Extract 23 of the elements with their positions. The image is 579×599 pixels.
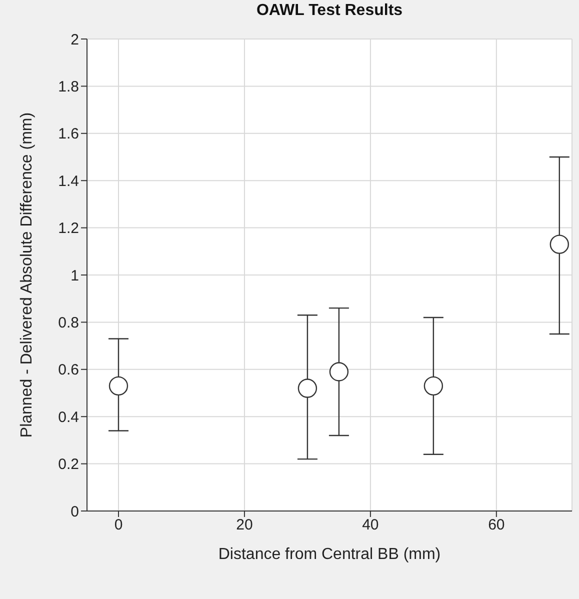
x-tick-label: 0 bbox=[114, 516, 123, 534]
y-tick-label: 1 bbox=[70, 267, 79, 284]
y-tick-label: 0.2 bbox=[58, 456, 79, 474]
y-tick-label: 1.6 bbox=[58, 126, 79, 143]
point bbox=[424, 376, 444, 396]
y-tick-label: 0.6 bbox=[58, 362, 79, 379]
point bbox=[108, 376, 128, 396]
y-tick-label: 1.4 bbox=[58, 172, 79, 190]
point bbox=[329, 362, 349, 382]
y-tick-label: 2 bbox=[70, 31, 79, 48]
y-tick-label: 0 bbox=[70, 503, 79, 520]
x-tick-label: 60 bbox=[488, 516, 505, 534]
y-tick-label: 0.8 bbox=[58, 314, 79, 332]
y-tick-label: 1.2 bbox=[58, 220, 79, 238]
y-tick-label: 0.4 bbox=[58, 408, 79, 426]
x-tick-label: 40 bbox=[362, 516, 379, 534]
x-axis-title: Distance from Central BB (mm) bbox=[218, 546, 441, 563]
y-axis-title: Planned - Delivered Absolute Difference (mm) bbox=[18, 112, 36, 438]
point bbox=[298, 378, 318, 398]
point bbox=[550, 234, 570, 254]
x-tick-label: 20 bbox=[236, 516, 253, 534]
y-tick-label: 1.8 bbox=[58, 78, 79, 96]
chart-title: OAWL Test Results bbox=[255, 2, 404, 20]
